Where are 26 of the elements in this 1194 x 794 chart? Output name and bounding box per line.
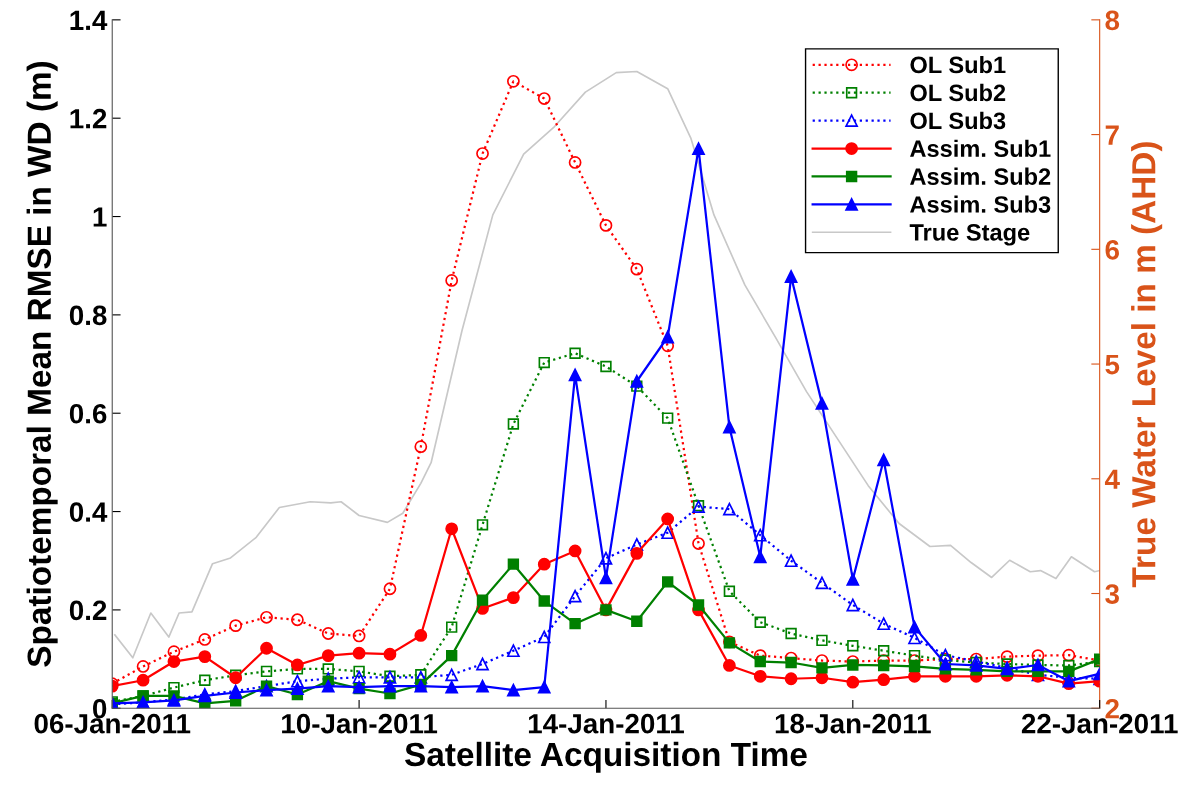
y-axis-title: Spatiotemporal Mean RMSE in WD (m) [26, 61, 58, 667]
legend-label: True Stage [909, 224, 1030, 246]
y-tick-label: 0.4 [69, 502, 108, 522]
legend-label: Assim. Sub1 [910, 139, 1051, 158]
y2-axis-title: True Water Level in m (AHD) [1131, 142, 1163, 588]
x-tick-label: 10-Jan-2011 [282, 713, 438, 734]
y-tick-label: 0.8 [69, 305, 107, 326]
legend-label: OL Sub2 [910, 83, 1006, 102]
y2-tick-label: 3 [1105, 584, 1119, 604]
y2-tick-label: 7 [1105, 125, 1119, 145]
y-tick-label: 0.2 [69, 600, 107, 621]
y2-tick-label: 8 [1105, 10, 1120, 31]
x-tick-label: 18-Jan-2011 [775, 713, 931, 734]
x-tick-label: 14-Jan-2011 [528, 713, 684, 734]
y2-tick-label: 5 [1105, 355, 1120, 375]
legend-label: OL Sub3 [910, 111, 1006, 130]
legend-label: OL Sub1 [910, 55, 1006, 74]
y2-tick-label: 6 [1105, 239, 1119, 260]
legend-label: Assim. Sub2 [910, 167, 1051, 185]
y-tick-label: 1.4 [70, 10, 108, 30]
y-tick-label: 1.2 [70, 108, 107, 129]
y-tick-label: 0.6 [69, 403, 107, 424]
y-tick-label: 1 [93, 207, 107, 227]
legend-label: Assim. Sub3 [910, 195, 1051, 213]
x-axis-title: Satellite Acquisition Time [405, 741, 807, 773]
y2-tick-label: 4 [1104, 469, 1120, 489]
